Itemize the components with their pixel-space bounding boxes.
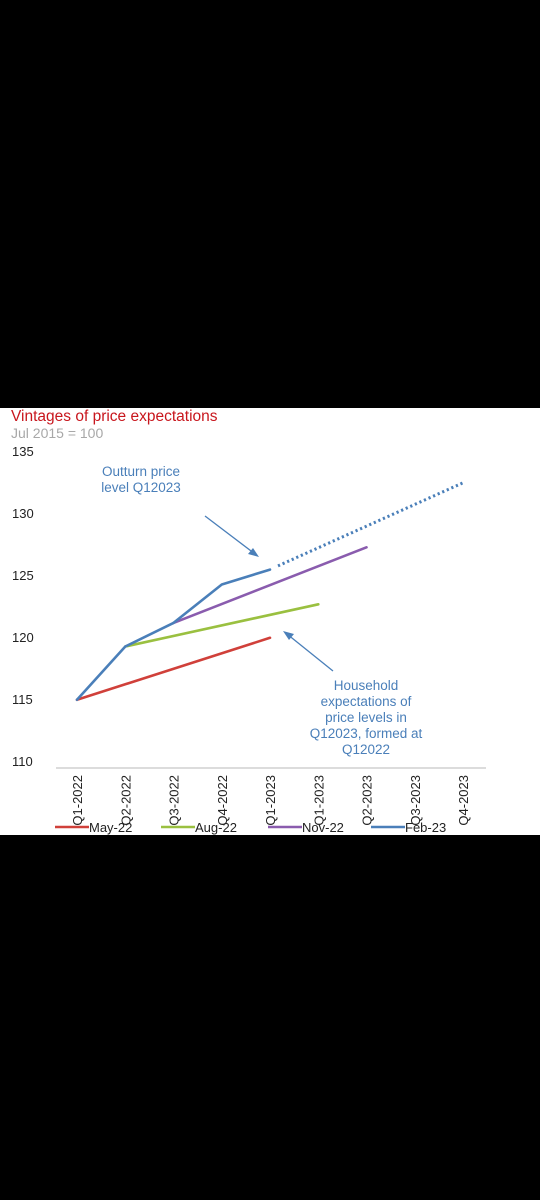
x-tick-label: Q1-2023	[263, 775, 278, 826]
series-layer	[75, 481, 464, 702]
series-line-feb-23	[75, 568, 272, 702]
legend-label-may-22: May-22	[89, 820, 132, 835]
y-tick-label: 115	[12, 692, 33, 707]
legend-label-nov-22: Nov-22	[302, 820, 344, 835]
annotation-outturn-arrowhead	[248, 548, 259, 557]
axis-layer: 110 115 120 125 130 135 Q1-2022 Q2-2022 Q3-2022 Q…	[12, 444, 486, 826]
chart-title: Vintages of price expectations	[11, 408, 218, 425]
chart-panel: 110 115 120 125 130 135 Q1-2022 Q2-2022 Q3-2022 Q…	[0, 408, 540, 835]
y-tick-label: 110	[12, 754, 33, 769]
annotation-household-arrow	[286, 633, 334, 672]
annotation-household-arrowhead	[283, 631, 294, 640]
chart-subtitle: Jul 2015 = 100	[11, 425, 104, 441]
x-tick-label: Q2-2022	[118, 775, 133, 826]
annotation-household-text: Q12023, formed at	[310, 726, 423, 741]
x-tick-label: Q3-2022	[167, 775, 182, 826]
legend-label-aug-22: Aug-22	[195, 820, 237, 835]
y-tick-label: 120	[12, 630, 34, 645]
y-tick-label: 130	[12, 506, 34, 521]
y-tick-label: 135	[12, 444, 34, 459]
annotation-outturn-text: level Q12023	[101, 480, 181, 495]
series-line-may-22	[75, 636, 272, 702]
x-tick-label: Q4-2022	[215, 775, 230, 826]
x-tick-label: Q2-2023	[360, 775, 375, 826]
legend-label-feb-23: Feb-23	[405, 820, 446, 835]
series-line-nov-22	[172, 546, 368, 625]
chart-canvas: 110 115 120 125 130 135 Q1-2022 Q2-2022 Q3-2022 Q…	[12, 444, 486, 835]
annotation-household-text: price levels in	[325, 710, 407, 725]
series-line-aug-22	[124, 603, 320, 648]
annotation-household-text: expectations of	[321, 694, 412, 709]
x-tick-label: Q4-2023	[456, 775, 471, 826]
y-tick-label: 125	[12, 568, 34, 583]
x-tick-label: Q1-2023	[311, 775, 326, 826]
annotation-household-text: Q12022	[342, 742, 390, 757]
annotation-outturn-text: Outturn price	[102, 464, 180, 479]
legend: May-22 Aug-22 Nov-22 Feb-23	[55, 820, 446, 835]
x-tick-label: Q3-2023	[408, 775, 423, 826]
annotation-household-text: Household	[334, 678, 399, 693]
annotation-outturn-arrow	[204, 515, 256, 555]
series-projection-feb-23	[277, 481, 464, 568]
x-tick-label: Q1-2022	[70, 775, 85, 826]
